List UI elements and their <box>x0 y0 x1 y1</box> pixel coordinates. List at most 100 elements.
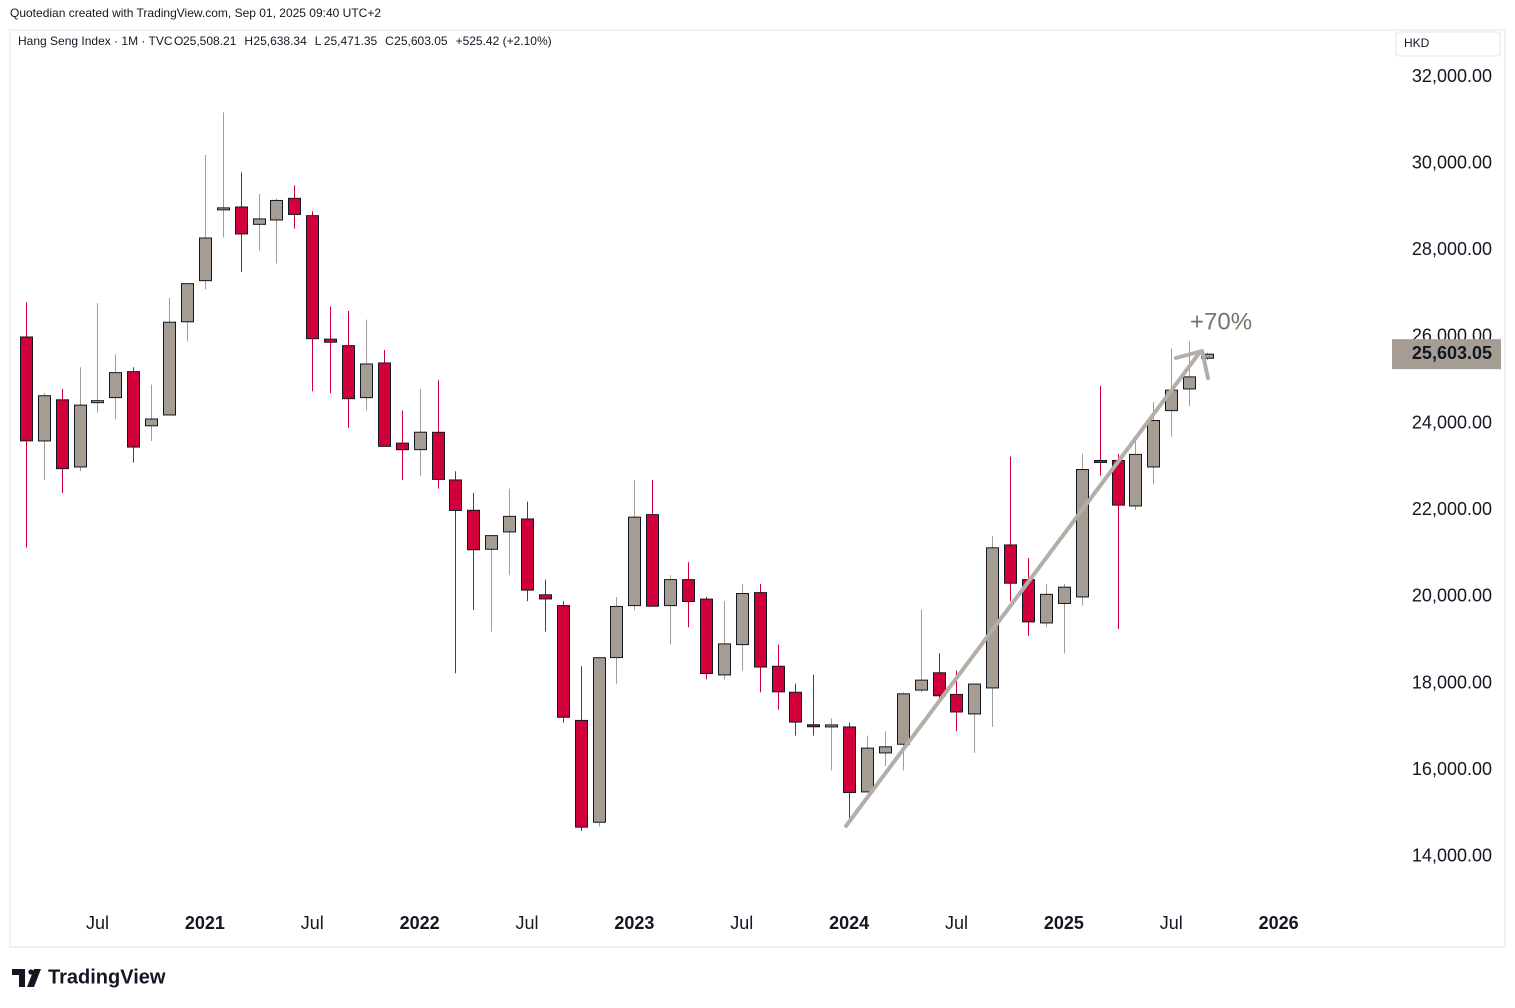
candle <box>825 718 838 771</box>
candle <box>414 388 427 476</box>
ohlc-value: 25,471.35 <box>324 34 378 48</box>
candle-body <box>718 643 731 676</box>
candle-body <box>1004 544 1017 584</box>
candle-body <box>575 719 588 828</box>
candle-body <box>593 657 606 823</box>
candle <box>968 683 981 753</box>
candle <box>593 657 606 827</box>
y-tick-label: 16,000.00 <box>1412 759 1492 779</box>
candle <box>1183 341 1196 407</box>
candle-body <box>1147 420 1160 468</box>
candle <box>217 112 230 238</box>
candle-body <box>968 683 981 715</box>
candle-body <box>414 431 427 451</box>
chart-title: Hang Seng Index · 1M · TVC <box>18 34 173 48</box>
brand-logo <box>12 969 41 987</box>
candle-body <box>20 336 33 442</box>
candle <box>342 310 355 428</box>
candle-body <box>772 665 785 693</box>
candle-body <box>646 514 659 607</box>
candle <box>432 380 445 489</box>
candle <box>467 492 480 610</box>
y-tick-label: 20,000.00 <box>1412 586 1492 606</box>
candle-body <box>861 747 874 793</box>
x-tick-label: Jul <box>86 913 109 933</box>
candle <box>718 601 731 680</box>
candle <box>843 722 856 823</box>
candle <box>1058 583 1071 654</box>
x-tick-label: Jul <box>1160 913 1183 933</box>
candle-body <box>825 724 838 728</box>
ohlc-value: 25,603.05 <box>394 34 448 48</box>
candle-body <box>610 605 623 659</box>
candle-body <box>539 594 552 600</box>
candle <box>199 155 212 290</box>
candle-body <box>897 693 910 745</box>
candle <box>789 683 802 736</box>
candle-body <box>664 579 677 607</box>
candle <box>986 536 999 727</box>
currency: HKD <box>1404 36 1430 50</box>
y-tick-label: 22,000.00 <box>1412 499 1492 519</box>
x-tick-label: Jul <box>515 913 538 933</box>
candle-body <box>109 372 122 399</box>
candle <box>1112 453 1125 630</box>
candle-body <box>754 592 767 668</box>
y-tick-label: 28,000.00 <box>1412 239 1492 259</box>
candle <box>897 692 910 771</box>
y-tick-label: 30,000.00 <box>1412 152 1492 172</box>
candle-body <box>324 338 337 343</box>
candle-body <box>467 509 480 551</box>
candle <box>557 601 570 723</box>
candle-body <box>557 605 570 718</box>
candle <box>396 410 409 480</box>
candle-body <box>1129 453 1142 507</box>
x-tick-label: Jul <box>945 913 968 933</box>
x-tick-label: 2022 <box>400 913 440 933</box>
candle-body <box>449 479 462 511</box>
candle <box>521 501 534 602</box>
candle-body <box>127 371 140 448</box>
candle <box>682 562 695 628</box>
last-price-box <box>1392 339 1501 370</box>
candle <box>485 535 498 632</box>
annotation: +70% <box>1190 308 1252 335</box>
candle <box>109 354 122 420</box>
candle <box>933 653 946 701</box>
candle <box>74 367 87 472</box>
candle-body <box>270 199 283 221</box>
brand: TradingView <box>48 966 166 988</box>
y-tick-label: 32,000.00 <box>1412 66 1492 86</box>
candle <box>235 172 248 272</box>
candle <box>181 283 194 342</box>
ohlc-value: 25,638.34 <box>253 34 307 48</box>
candle <box>861 735 874 793</box>
candle-body <box>163 321 176 416</box>
x-tick-label: 2023 <box>614 913 654 933</box>
candle-body <box>1040 593 1053 624</box>
candle <box>288 185 301 229</box>
y-tick-label: 18,000.00 <box>1412 672 1492 692</box>
candle-body <box>306 215 319 340</box>
x-tick-label: 2024 <box>829 913 869 933</box>
candle-body <box>807 724 820 728</box>
y-tick-label: 24,000.00 <box>1412 412 1492 432</box>
currency-box[interactable] <box>1395 31 1501 57</box>
candle <box>879 731 892 766</box>
x-tick-label: 2026 <box>1259 913 1299 933</box>
candle-body <box>843 726 856 794</box>
candle <box>807 674 820 736</box>
candle <box>664 575 677 645</box>
candle <box>449 471 462 674</box>
trend-head <box>1174 349 1210 380</box>
ohlc-key: L <box>315 34 322 48</box>
candle <box>324 306 337 394</box>
candle <box>56 388 69 493</box>
candle-body <box>1076 469 1089 598</box>
candle-body <box>700 598 713 674</box>
candle <box>306 211 319 392</box>
candle <box>575 666 588 832</box>
candle <box>1022 557 1035 636</box>
candle <box>628 479 641 610</box>
